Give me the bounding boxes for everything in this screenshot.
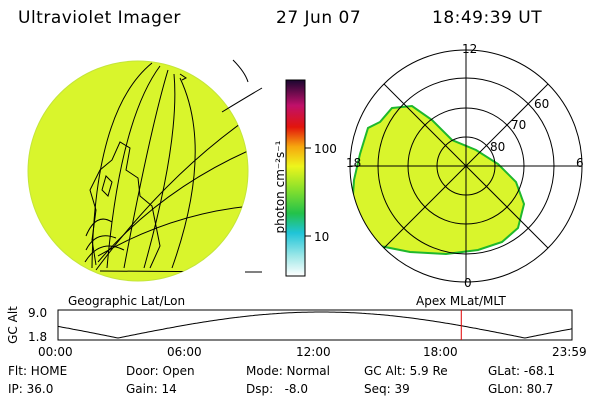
mode-status: Mode: Normal <box>246 364 330 378</box>
ip-value: IP: 36.0 <box>8 382 54 396</box>
mlt-label-0: 0 <box>464 276 472 290</box>
mlt-label-12: 12 <box>462 42 478 56</box>
polar-mlat-mlt-plot <box>349 49 583 283</box>
mlt-diagonal-2 <box>383 83 549 249</box>
mlt-label-6: 6 <box>576 156 584 170</box>
geographic-image <box>27 59 263 282</box>
door-status: Door: Open <box>126 364 195 378</box>
xtick-2359: 23:59 <box>552 345 587 359</box>
altitude-curve <box>57 311 573 339</box>
image-date: 27 Jun 07 <box>276 8 362 28</box>
gain-value: Gain: 14 <box>126 382 177 396</box>
geo-longitude: GLon: 80.7 <box>488 382 554 396</box>
altitude-ymin: 1.8 <box>28 330 48 344</box>
altitude-ylabel: GC Alt <box>6 306 20 344</box>
colorbar-unit-label: photon cm⁻²s⁻¹ <box>273 140 287 234</box>
flight-status: Flt: HOME <box>8 364 68 378</box>
dsp-value: Dsp: -8.0 <box>246 382 309 396</box>
sequence-number: Seq: 39 <box>364 382 410 396</box>
mlat-label-70: 70 <box>511 118 527 132</box>
mlat-label-60: 60 <box>534 97 550 111</box>
altitude-ymax: 9.0 <box>28 306 48 320</box>
earth-disk <box>27 60 249 282</box>
instrument-title: Ultraviolet Imager <box>18 8 181 28</box>
mlat-label-80: 80 <box>490 140 506 154</box>
xtick-0600: 06:00 <box>167 345 202 359</box>
altitude-plot-frame <box>57 309 573 341</box>
altitude-plot <box>57 309 573 341</box>
xtick-0000: 00:00 <box>38 345 73 359</box>
terminator-marker <box>179 73 187 81</box>
colorbar <box>285 79 311 277</box>
colorbar-label-10: 10 <box>314 230 330 244</box>
gc-altitude: GC Alt: 5.9 Re <box>364 364 448 378</box>
colorbar-scale <box>285 79 306 277</box>
lat-lon-grid <box>84 62 248 273</box>
xtick-1200: 12:00 <box>296 345 331 359</box>
auroral-emission-region <box>350 104 526 256</box>
xtick-1800: 18:00 <box>423 345 458 359</box>
geographic-caption: Geographic Lat/Lon <box>68 294 186 308</box>
image-time: 18:49:39 UT <box>432 8 543 28</box>
mlt-label-18: 18 <box>346 156 362 170</box>
colorbar-label-100: 100 <box>314 142 337 156</box>
geo-latitude: GLat: -68.1 <box>488 364 555 378</box>
polar-caption: Apex MLat/MLT <box>416 294 506 308</box>
